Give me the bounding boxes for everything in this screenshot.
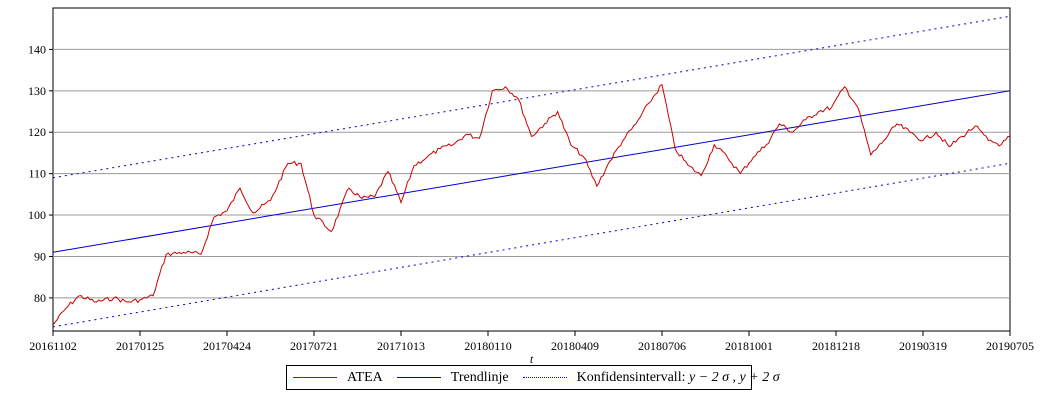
confidence-lower-line	[52, 162, 1011, 328]
legend-label-atea: ATEA	[347, 369, 383, 385]
x-tick-label: 20180110	[464, 339, 512, 353]
legend-item-atea: ATEA	[293, 370, 383, 386]
plot-frame	[52, 7, 1011, 332]
x-tick-label: 20180706	[638, 339, 686, 353]
trend-line	[52, 90, 1011, 253]
x-tick-label: 20161102	[29, 339, 77, 353]
y-tick-label: 80	[34, 291, 46, 305]
x-tick-label: 20190319	[899, 339, 947, 353]
grid	[52, 7, 1011, 332]
x-tick-label: 20181218	[812, 339, 860, 353]
y-tick-label: 120	[28, 125, 46, 139]
x-axis-title: t	[530, 352, 534, 366]
confidence-upper-line	[52, 15, 1011, 179]
legend-label-confidence: Konfidensintervall:	[576, 369, 689, 385]
legend-swatch-atea	[293, 377, 337, 378]
x-tick-label: 20170721	[290, 339, 338, 353]
legend-label-trend: Trendlinje	[450, 369, 509, 385]
y-tick-label: 130	[28, 84, 46, 98]
legend-item-confidence: Konfidensintervall: y − 2 σ , y + 2 σ	[522, 369, 780, 386]
x-tick-label: 20171013	[377, 339, 425, 353]
atea-line	[52, 83, 1011, 326]
x-tick-label: 20170424	[203, 339, 251, 353]
legend-item-trend: Trendlinje	[396, 369, 509, 386]
x-tick-label: 20181001	[725, 339, 773, 353]
trend-line-path	[52, 90, 1011, 253]
legend: ATEA Trendlinje Konfidensintervall: y − …	[286, 365, 780, 390]
legend-label-confidence-math: y − 2 σ , y + 2 σ	[688, 369, 780, 385]
legend-swatch-trend	[396, 377, 441, 378]
y-tick-label: 140	[28, 42, 46, 56]
x-tick-label: 20180409	[551, 339, 599, 353]
y-tick-label: 110	[28, 167, 46, 181]
x-tick-label: 20190705	[986, 339, 1034, 353]
y-axis: 80 90 100 110 120 130 140	[28, 42, 53, 305]
y-tick-label: 100	[28, 208, 46, 222]
x-axis: 20161102 20170125 20170424 20170721 20171013…	[29, 331, 1034, 353]
y-tick-label: 90	[34, 249, 46, 263]
legend-swatch-confidence	[522, 377, 567, 378]
x-tick-label: 20170125	[116, 339, 164, 353]
atea-series	[52, 83, 1011, 326]
